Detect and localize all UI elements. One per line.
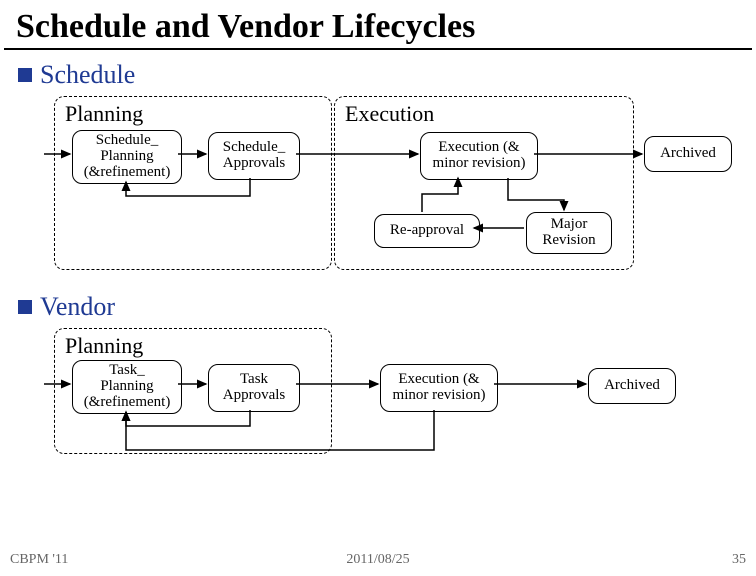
execution-phase-title: Execution [345,101,625,127]
node-execution: Execution (& minor revision) [420,132,538,180]
schedule-label: Schedule [40,60,135,90]
node-archived: Archived [644,136,732,172]
vendor-planning-title: Planning [65,333,323,359]
footer-center: 2011/08/25 [346,552,409,568]
slide-title: Schedule and Vendor Lifecycles [4,0,752,50]
node-vendor-execution: Execution (& minor revision) [380,364,498,412]
node-reapproval: Re-approval [374,214,480,248]
vendor-label: Vendor [40,292,115,322]
schedule-diagram: Planning Execution Schedule_ Planning (&… [28,96,756,276]
vendor-heading: Vendor [18,292,756,322]
bullet-icon [18,300,32,314]
node-vendor-archived: Archived [588,368,676,404]
footer-right: 35 [732,552,746,568]
vendor-diagram: Planning Task_ Planning (&refinement) Ta… [28,328,756,448]
node-task-planning: Task_ Planning (&refinement) [72,360,182,414]
planning-phase-title: Planning [65,101,323,127]
bullet-icon [18,68,32,82]
node-schedule-approvals: Schedule_ Approvals [208,132,300,180]
node-major-revision: Major Revision [526,212,612,254]
node-task-approvals: Task Approvals [208,364,300,412]
footer-left: CBPM '11 [10,552,68,568]
node-schedule-planning: Schedule_ Planning (&refinement) [72,130,182,184]
schedule-heading: Schedule [18,60,756,90]
